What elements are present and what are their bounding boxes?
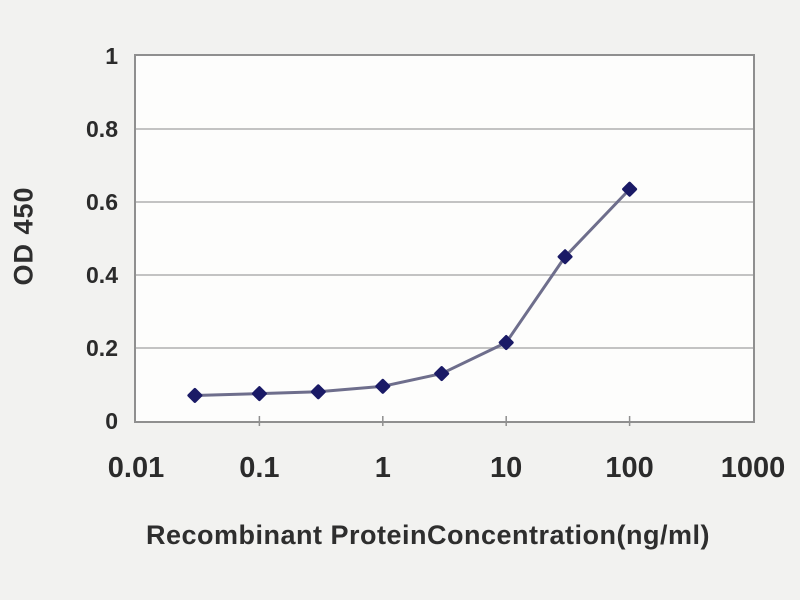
- y-tick-label: 1: [105, 43, 118, 69]
- data-point-marker: [187, 387, 203, 403]
- x-tick-label: 100: [605, 452, 654, 484]
- x-tick-label: 0.01: [107, 452, 165, 484]
- data-point-marker: [622, 181, 638, 197]
- x-tick-label: 0.1: [239, 452, 280, 484]
- y-tick-label: 0.2: [86, 335, 118, 361]
- x-tick-label: 10: [490, 452, 523, 484]
- y-tick-label: 0.8: [86, 116, 118, 142]
- x-axis-title: Recombinant ProteinConcentration(ng/ml): [145, 520, 711, 550]
- y-axis-title: OD 450: [8, 186, 39, 286]
- x-tick-label: 1000: [720, 452, 786, 484]
- data-point-marker: [498, 335, 514, 351]
- y-tick-label: 0.6: [86, 189, 118, 215]
- chart-canvas: [136, 128, 753, 426]
- data-point-marker: [310, 384, 326, 400]
- data-point-marker: [375, 378, 391, 394]
- data-point-marker: [557, 249, 573, 265]
- y-tick-label: 0: [105, 408, 118, 434]
- data-point-marker: [434, 366, 450, 382]
- plot-area: [134, 54, 755, 426]
- series-line: [193, 187, 632, 397]
- x-tick-label: 1: [374, 452, 391, 484]
- data-point-marker: [251, 386, 267, 402]
- y-tick-label: 0.4: [86, 262, 118, 288]
